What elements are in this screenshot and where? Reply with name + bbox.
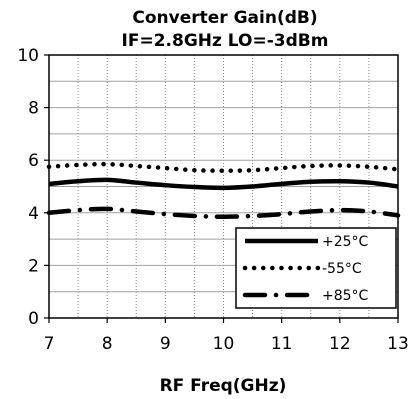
y-tick-label: 0 (28, 309, 39, 329)
legend: +25°C -55°C +85°C (235, 227, 397, 309)
x-tick-label: 7 (44, 334, 55, 354)
legend-label-minus55c: -55°C (322, 261, 362, 277)
x-tick-label: 8 (102, 334, 113, 354)
axes (44, 54, 399, 323)
x-tick-label: 11 (271, 334, 293, 354)
x-tick-label: 13 (387, 334, 409, 354)
chart-title: Converter Gain(dB) (132, 8, 317, 28)
series-line-minus55c (46, 161, 401, 173)
tick-labels: 0 2 4 6 8 10 7 8 9 10 11 12 13 (17, 46, 408, 354)
x-axis-title: RF Freq(GHz) (160, 376, 287, 396)
series-line-85c (46, 206, 401, 219)
y-tick-label: 6 (28, 151, 39, 171)
x-tick-label: 10 (213, 334, 235, 354)
legend-label-85c: +85°C (322, 288, 369, 304)
y-tick-label: 2 (28, 256, 39, 276)
series-layer (46, 161, 401, 219)
x-tick-label: 9 (160, 334, 171, 354)
x-tick-label: 12 (329, 334, 351, 354)
legend-label-25c: +25°C (322, 234, 369, 250)
chart-subtitle: IF=2.8GHz LO=-3dBm (122, 31, 329, 51)
y-tick-label: 8 (28, 99, 39, 119)
y-tick-label: 10 (17, 46, 39, 66)
y-tick-label: 4 (28, 204, 39, 224)
series-line-25c (48, 177, 399, 191)
